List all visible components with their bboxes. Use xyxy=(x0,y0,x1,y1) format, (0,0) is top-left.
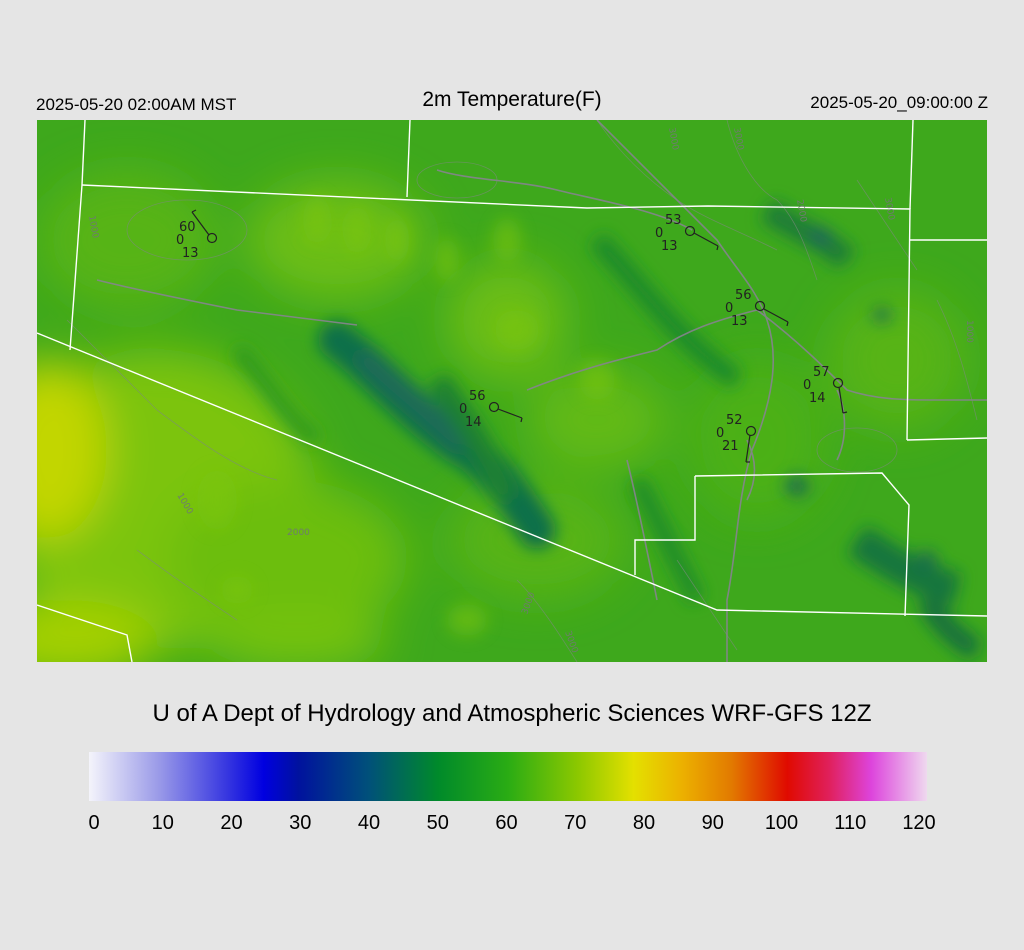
colorbar-tick-label: 80 xyxy=(632,812,656,834)
station-temp: 56 xyxy=(469,389,486,404)
station-plot-2: 53 0 13 xyxy=(655,213,719,254)
station-dewpoint: 13 xyxy=(182,246,199,261)
local-time-label: 2025-05-20 02:00AM MST xyxy=(36,95,237,114)
colorbar-tick-label: 100 xyxy=(764,812,799,834)
station-plot-1: 60 0 13 xyxy=(176,209,218,261)
colorbar-tick-label: 0 xyxy=(88,812,100,834)
contour-label: 3000 xyxy=(666,127,680,152)
station-plot-3: 56 0 13 xyxy=(725,288,789,329)
station-cloud-cover: 0 xyxy=(459,402,467,417)
contour-label: 3000 xyxy=(731,127,745,152)
colorbar-tick-label: 120 xyxy=(902,812,936,834)
contour-labels: 1000 1000 1000 2000 2000 3000 3000 3000 … xyxy=(86,127,974,655)
colorbar-tick-labels: 0 10 20 30 40 50 60 70 80 90 100 110 120 xyxy=(0,812,1024,838)
contour-label: 3000 xyxy=(882,197,896,222)
colorbar-tick-label: 10 xyxy=(151,812,174,834)
station-plot-6: 52 0 21 xyxy=(716,413,757,463)
terrain-contours xyxy=(66,120,978,662)
station-temp: 56 xyxy=(735,288,752,303)
station-cloud-cover: 0 xyxy=(803,378,811,393)
contour-label: 2000 xyxy=(794,199,808,224)
colorbar-tick-label: 20 xyxy=(220,812,243,834)
colorbar-tick-label: 90 xyxy=(701,812,724,834)
station-dewpoint: 21 xyxy=(722,439,739,454)
station-dewpoint: 13 xyxy=(661,239,678,254)
station-plot-5: 57 0 14 xyxy=(803,365,848,414)
station-temp: 60 xyxy=(179,220,196,235)
plot-title: 2m Temperature(F) xyxy=(422,88,602,111)
utc-time-label: 2025-05-20_09:00:00 Z xyxy=(810,93,988,112)
station-temp: 52 xyxy=(726,413,743,428)
colorbar-tick-label: 70 xyxy=(564,812,587,834)
roads xyxy=(96,120,987,662)
colorbar-tick-label: 60 xyxy=(495,812,518,834)
station-dewpoint: 13 xyxy=(731,314,748,329)
colorbar-tick-label: 50 xyxy=(426,812,449,834)
map-canvas: 60 0 13 53 0 13 56 0 13 xyxy=(37,120,987,662)
boundary-lines xyxy=(37,120,987,662)
colorbar-tick-label: 30 xyxy=(289,812,312,834)
station-cloud-cover: 0 xyxy=(725,301,733,316)
colorbar-tick-label: 40 xyxy=(357,812,381,834)
station-cloud-cover: 0 xyxy=(176,233,184,248)
colorbar-tick-label: 110 xyxy=(834,812,867,834)
station-temp: 57 xyxy=(813,365,830,380)
contour-label: 2000 xyxy=(287,528,310,538)
colorbar xyxy=(89,752,927,801)
station-cloud-cover: 0 xyxy=(655,226,663,241)
station-plot-4: 56 0 14 xyxy=(459,389,523,430)
station-cloud-cover: 0 xyxy=(716,426,724,441)
temperature-map: 60 0 13 53 0 13 56 0 13 xyxy=(37,120,987,662)
station-plots: 60 0 13 53 0 13 56 0 13 xyxy=(176,209,848,463)
station-dewpoint: 14 xyxy=(809,391,826,406)
station-dewpoint: 14 xyxy=(465,415,482,430)
temperature-field xyxy=(37,120,987,662)
station-temp: 53 xyxy=(665,213,682,228)
contour-label: 1000 xyxy=(86,215,100,240)
contour-label: 1000 xyxy=(964,320,974,343)
model-credit: U of A Dept of Hydrology and Atmospheric… xyxy=(152,700,872,727)
